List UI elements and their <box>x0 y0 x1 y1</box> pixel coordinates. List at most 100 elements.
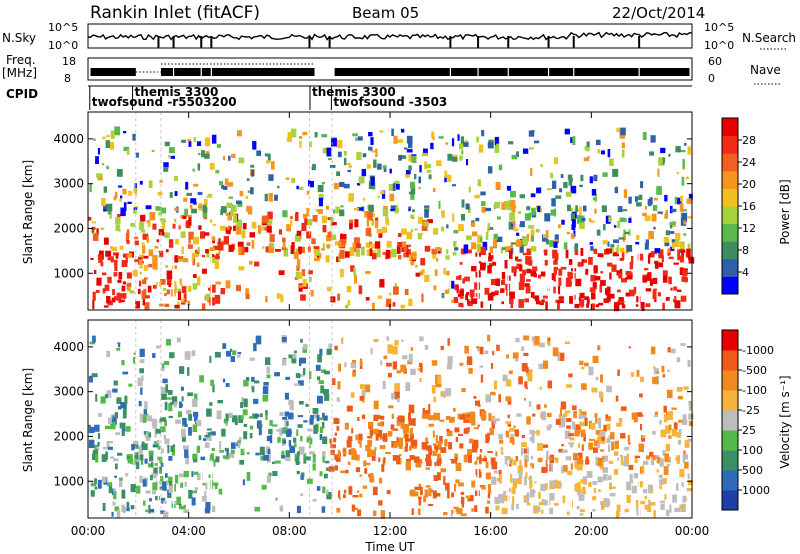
heatmap-cell <box>667 248 671 253</box>
heatmap-cell <box>415 272 420 277</box>
heatmap-cell <box>555 418 561 425</box>
heatmap-cell <box>132 133 136 141</box>
heatmap-cell <box>519 194 525 199</box>
heatmap-cell <box>619 454 623 458</box>
beam-label: Beam 05 <box>352 4 419 22</box>
heatmap-cell <box>511 266 517 273</box>
heatmap-cell <box>438 200 441 209</box>
heatmap-cell <box>381 190 386 199</box>
heatmap-cell <box>597 253 604 257</box>
colorbar-swatch <box>722 135 738 154</box>
heatmap-cell <box>100 396 106 404</box>
heatmap-cell <box>161 222 166 230</box>
heatmap-cell <box>264 227 267 231</box>
heatmap-cell <box>645 288 652 292</box>
heatmap-cell <box>379 415 385 420</box>
heatmap-cell <box>500 246 503 254</box>
heatmap-cell <box>190 198 197 204</box>
heatmap-cell <box>509 212 515 221</box>
heatmap-cell <box>386 240 392 248</box>
heatmap-cell <box>574 303 580 309</box>
heatmap-cell <box>246 452 250 455</box>
heatmap-cell <box>263 382 269 386</box>
heatmap-cell <box>187 285 192 292</box>
heatmap-cell <box>243 423 248 427</box>
heatmap-cell <box>625 277 628 281</box>
heatmap-cell <box>610 486 616 489</box>
heatmap-cell <box>235 284 241 292</box>
colorbar-swatch <box>722 206 738 225</box>
heatmap-cell <box>196 262 200 267</box>
heatmap-cell <box>681 176 685 186</box>
heatmap-cell <box>237 241 244 247</box>
heatmap-cell <box>300 435 303 442</box>
heatmap-cell <box>664 453 669 463</box>
heatmap-cell <box>334 454 340 460</box>
heatmap-cell <box>156 440 160 444</box>
heatmap-cell <box>471 298 478 304</box>
heatmap-cell <box>640 181 644 189</box>
heatmap-cell <box>377 295 383 299</box>
heatmap-cell <box>143 409 147 415</box>
heatmap-cell <box>566 384 572 388</box>
heatmap-cell <box>656 371 660 374</box>
heatmap-cell <box>466 292 470 296</box>
heatmap-cell <box>320 385 325 394</box>
heatmap-cell <box>146 236 149 243</box>
heatmap-cell <box>254 414 260 417</box>
heatmap-cell <box>356 243 361 249</box>
heatmap-cell <box>602 240 608 245</box>
heatmap-cell <box>105 140 110 149</box>
heatmap-cell <box>100 261 104 267</box>
heatmap-cell <box>606 438 611 444</box>
heatmap-cell <box>369 241 373 246</box>
heatmap-cell <box>420 461 423 464</box>
heatmap-cell <box>685 248 689 258</box>
heatmap-cell <box>159 218 166 221</box>
heatmap-cell <box>181 396 184 402</box>
heatmap-cell <box>590 422 596 430</box>
heatmap-cell <box>262 386 269 395</box>
heatmap-cell <box>671 348 676 354</box>
heatmap-cell <box>447 288 451 292</box>
heatmap-cell <box>232 350 237 356</box>
heatmap-cell <box>496 143 500 153</box>
heatmap-cell <box>140 229 146 233</box>
heatmap-cell <box>179 401 183 408</box>
heatmap-cell <box>616 504 621 512</box>
heatmap-cell <box>354 237 360 246</box>
heatmap-cell <box>194 393 198 401</box>
heatmap-cell <box>500 288 505 293</box>
heatmap-cell <box>201 150 205 158</box>
heatmap-cell <box>335 206 340 214</box>
heatmap-cell <box>449 299 454 303</box>
heatmap-cell <box>629 289 635 297</box>
heatmap-cell <box>387 344 393 354</box>
heatmap-cell <box>152 255 158 264</box>
heatmap-cell <box>550 209 557 216</box>
heatmap-cell <box>246 472 251 481</box>
heatmap-cell <box>206 195 212 198</box>
heatmap-cell <box>296 265 300 271</box>
y-tick-label: 4000 <box>53 340 84 354</box>
heatmap-cell <box>627 435 631 442</box>
heatmap-cell <box>192 424 197 432</box>
date-label: 22/Oct/2014 <box>612 4 705 22</box>
heatmap-cell <box>530 455 534 460</box>
heatmap-cell <box>459 362 464 366</box>
heatmap-cell <box>173 175 179 181</box>
heatmap-cell <box>566 418 572 422</box>
heatmap-cell <box>230 210 234 217</box>
heatmap-cell <box>649 279 653 286</box>
heatmap-cell <box>665 230 670 236</box>
heatmap-cell <box>408 438 414 442</box>
heatmap-cell <box>108 417 112 425</box>
heatmap-cell <box>485 472 491 480</box>
heatmap-cell <box>571 421 576 430</box>
heatmap-cell <box>418 497 422 506</box>
heatmap-cell <box>550 463 553 472</box>
heatmap-cell <box>560 174 564 178</box>
heatmap-cell <box>527 376 533 382</box>
heatmap-cell <box>193 411 199 417</box>
heatmap-cell <box>629 261 634 270</box>
